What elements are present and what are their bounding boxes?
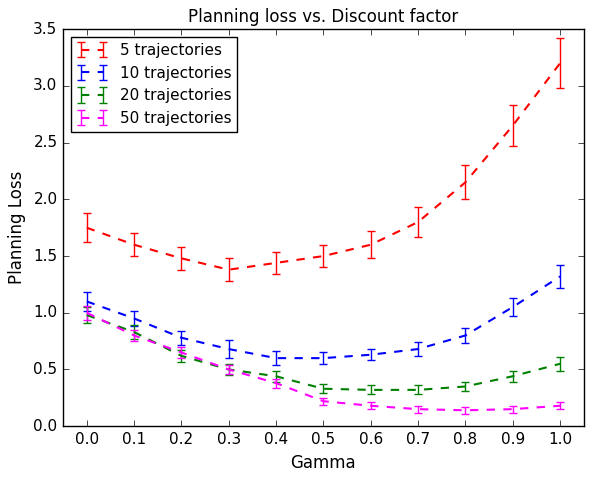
X-axis label: Gamma: Gamma — [291, 454, 356, 472]
Y-axis label: Planning Loss: Planning Loss — [8, 171, 26, 285]
Title: Planning loss vs. Discount factor: Planning loss vs. Discount factor — [188, 8, 458, 26]
Legend: 5 trajectories, 10 trajectories, 20 trajectories, 50 trajectories: 5 trajectories, 10 trajectories, 20 traj… — [70, 37, 237, 132]
